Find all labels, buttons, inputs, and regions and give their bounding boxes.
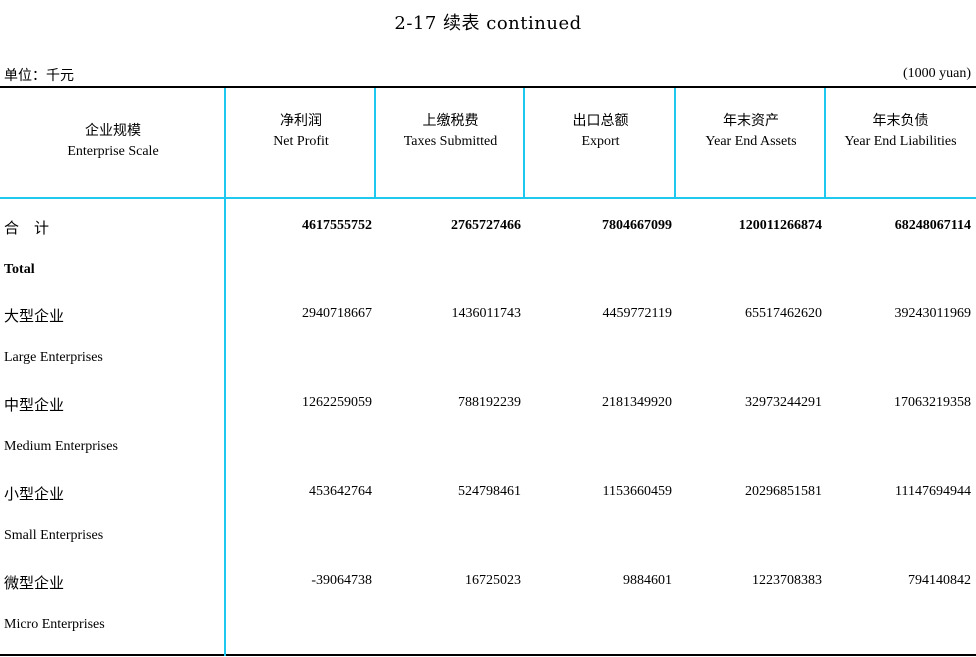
table-cell: 65517462620 [745, 306, 822, 321]
header-cn: 年末资产 [723, 114, 779, 129]
row-label-en: Micro Enterprises [4, 617, 105, 632]
header-column: 出口总额 Export [525, 112, 676, 152]
unit-label-cn: 单位：千元 [4, 69, 74, 84]
table-cell: 2765727466 [451, 218, 521, 233]
table-cell: 1436011743 [451, 306, 521, 321]
unit-label-en: (1000 yuan) [902, 66, 971, 81]
header-en: Taxes Submitted [403, 134, 498, 149]
header-en: Net Profit [273, 134, 329, 149]
column-divider [224, 88, 226, 656]
header-column: 净利润 Net Profit [226, 112, 376, 152]
table-cell: 1262259059 [302, 395, 372, 410]
header-column: 年末负债 Year End Liabilities [826, 112, 975, 152]
row-label-cn: 中型企业 [4, 398, 65, 414]
header-cn: 企业规模 [85, 124, 141, 139]
bottom-rule [0, 654, 976, 656]
column-divider [374, 88, 376, 198]
header-cn: 净利润 [280, 114, 322, 129]
column-divider [824, 88, 826, 198]
header-en: Year End Liabilities [844, 134, 957, 149]
top-rule [0, 86, 976, 88]
column-divider [674, 88, 676, 198]
header-cn: 上缴税费 [422, 114, 479, 129]
table-cell: 453642764 [309, 484, 372, 499]
header-column: 年末资产 Year End Assets [676, 112, 826, 152]
table-cell: 7804667099 [602, 218, 672, 233]
table-cell: 17063219358 [894, 395, 971, 410]
table-cell: -39064738 [311, 573, 372, 588]
row-label-cn: 大型企业 [4, 309, 65, 325]
row-label-cn: 合 计 [4, 221, 50, 237]
table-cell: 2181349920 [602, 395, 672, 410]
table-title: 2-17 续表 continued [394, 13, 582, 34]
table-cell: 4459772119 [602, 306, 672, 321]
table-cell: 32973244291 [745, 395, 822, 410]
table-cell: 11147694944 [895, 484, 971, 499]
row-label-en: Total [4, 262, 35, 277]
column-divider [523, 88, 525, 198]
table-cell: 788192239 [458, 395, 521, 410]
table-cell: 9884601 [623, 573, 672, 588]
row-label-en: Small Enterprises [4, 528, 104, 543]
table-cell: 1153660459 [602, 484, 672, 499]
table-cell: 794140842 [908, 573, 971, 588]
table-cell: 2940718667 [302, 306, 372, 321]
table-cell: 68248067114 [894, 218, 971, 233]
header-cn: 出口总额 [572, 114, 629, 129]
table-cell: 4617555752 [302, 218, 372, 233]
table-cell: 524798461 [458, 484, 521, 499]
table-cell: 1223708383 [752, 573, 822, 588]
row-label-en: Medium Enterprises [4, 439, 118, 454]
row-label-cn: 微型企业 [4, 576, 65, 592]
row-label-cn: 小型企业 [4, 487, 65, 503]
header-en: Year End Assets [705, 134, 797, 149]
header-en: Export [581, 134, 620, 149]
header-enterprise-scale: 企业规模 Enterprise Scale [0, 122, 226, 162]
header-rule [0, 197, 976, 199]
header-en: Enterprise Scale [67, 144, 159, 159]
table-cell: 39243011969 [894, 306, 971, 321]
table-cell: 16725023 [465, 573, 521, 588]
header-cn: 年末负债 [872, 114, 929, 129]
table-cell: 20296851581 [745, 484, 822, 499]
table-cell: 120011266874 [738, 218, 822, 233]
header-column: 上缴税费 Taxes Submitted [376, 112, 525, 152]
row-label-en: Large Enterprises [4, 350, 103, 365]
